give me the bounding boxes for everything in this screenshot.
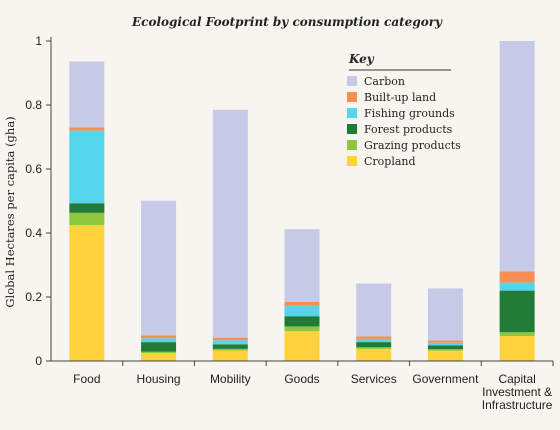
legend-swatch <box>347 76 357 86</box>
legend-swatch <box>347 108 357 118</box>
plot-area <box>69 41 535 361</box>
bar-segment <box>284 331 320 361</box>
legend-label: Grazing products <box>364 139 461 152</box>
y-tick-label: 1 <box>35 34 42 48</box>
bar-segment <box>284 305 320 317</box>
bar-segment <box>356 342 392 348</box>
y-tick-label: 0.6 <box>25 162 42 176</box>
legend-label: Built-up land <box>364 91 436 104</box>
x-tick-label: Services <box>351 372 397 386</box>
bar-segment <box>356 347 392 349</box>
x-tick-label: Food <box>73 372 100 386</box>
x-tick-label: Mobility <box>210 372 251 386</box>
bar-segment <box>356 336 392 339</box>
bar-segment <box>69 225 105 361</box>
bar-segment <box>212 350 248 361</box>
x-tick-label: Capital Investment & Infrastructure <box>482 372 553 412</box>
bar-segment <box>212 337 248 341</box>
bar-segment <box>427 350 463 361</box>
legend-label: Cropland <box>364 155 416 168</box>
bar-segment <box>499 271 535 283</box>
bar-segment <box>212 340 248 345</box>
bar-segment <box>499 290 535 333</box>
y-axis-label: Global Hectares per capita (gha) <box>3 116 17 307</box>
legend-title: Key <box>348 52 375 66</box>
bar-segment <box>427 340 463 343</box>
legend-swatch <box>347 156 357 166</box>
x-axis: Food Housing Mobility Goods Services Governme… <box>51 360 554 412</box>
bar-segment <box>212 344 248 349</box>
legend-label: Carbon <box>364 75 405 88</box>
y-tick-label: 0.8 <box>25 98 42 112</box>
bar-segment <box>356 348 392 361</box>
bar-segment <box>141 353 177 361</box>
bar-segment <box>499 282 535 291</box>
legend: Key Carbon Built-up land Fishing grounds Fo… <box>347 52 461 168</box>
legend-swatch <box>347 92 357 102</box>
bar-segment <box>69 203 105 213</box>
bar-segment <box>499 332 535 337</box>
bar-segment <box>69 212 105 225</box>
y-tick-label: 0 <box>35 354 42 368</box>
bar-segment <box>69 130 105 204</box>
bar-segment <box>69 127 105 131</box>
bar-segment <box>499 41 535 272</box>
bar-segment <box>69 61 105 128</box>
bar-segment <box>356 283 392 337</box>
x-tick-label: Goods <box>284 372 319 386</box>
legend-label: Forest products <box>364 123 453 136</box>
bar-segment <box>356 338 392 343</box>
legend-label: Fishing grounds <box>364 107 455 120</box>
bar-segment <box>141 200 177 336</box>
bar-segment <box>427 349 463 351</box>
y-axis: 0 0.2 0.4 0.6 0.8 1 <box>25 34 52 368</box>
bar-segment <box>141 351 177 353</box>
bar-segment <box>212 109 248 338</box>
bar-segment <box>284 229 320 302</box>
legend-swatch <box>347 124 357 134</box>
bar-segment <box>284 316 320 327</box>
y-tick-label: 0.4 <box>25 226 42 240</box>
x-tick-label: Government <box>412 372 479 386</box>
bar-segment <box>141 342 177 352</box>
chart-title: Ecological Footprint by consumption cate… <box>131 15 443 29</box>
x-tick-label: Housing <box>137 372 181 386</box>
y-tick-label: 0.2 <box>25 290 42 304</box>
bar-segment <box>284 326 320 332</box>
bar-segment <box>284 301 320 306</box>
bar-segment <box>212 348 248 351</box>
bar-segment <box>427 345 463 350</box>
bar-segment <box>141 338 177 343</box>
bar-segment <box>141 335 177 339</box>
bar-segment <box>427 288 463 341</box>
bar-segment <box>499 336 535 361</box>
bar-segment <box>427 342 463 346</box>
legend-swatch <box>347 140 357 150</box>
